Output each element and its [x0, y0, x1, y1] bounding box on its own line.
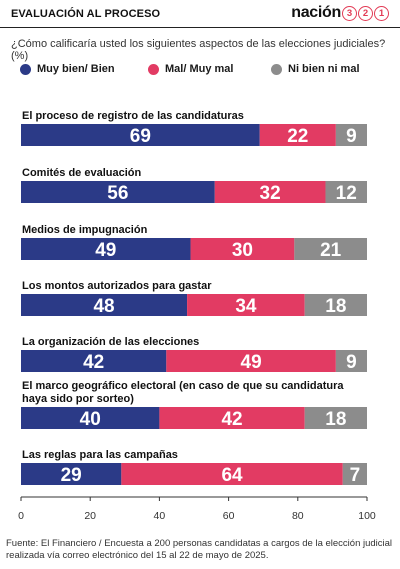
legend-item-mal: Mal/ Muy mal: [148, 63, 233, 75]
bar-muy-bien-la-organizacion-de-las-eleccio: [21, 350, 167, 372]
bar-mal-el-marco-geografico-electoral-: [159, 407, 305, 429]
category-label-3: Medios de impugnación: [22, 224, 148, 236]
bar-mal-las-reglas-para-las-campanas: [121, 463, 343, 485]
legend: Muy bien/ Bien Mal/ Muy mal Ni bien ni m…: [20, 63, 390, 79]
bar-ni-los-montos-autorizados-para-ga: [304, 294, 367, 316]
bar-muy-bien-medios-de-impugnacion: [21, 238, 191, 260]
data-label-ni-1: 9: [346, 126, 357, 147]
x-tick-label-40: 40: [154, 510, 166, 522]
bar-mal-medios-de-impugnacion: [190, 238, 295, 260]
stacked-bar-chart: El proceso de registro de las candidatur…: [18, 110, 376, 522]
bar-ni-medios-de-impugnacion: [294, 238, 367, 260]
legend-item-ni: Ni bien ni mal: [271, 63, 360, 75]
header-divider: [0, 27, 400, 28]
bar-muy-bien-los-montos-autorizados-para-ga: [21, 294, 188, 316]
legend-label-mal: Mal/ Muy mal: [165, 63, 234, 75]
x-tick-label-100: 100: [358, 510, 376, 522]
category-label-4: Los montos autorizados para gastar: [22, 280, 212, 292]
data-label-ni-6: 18: [325, 409, 346, 430]
brand-logo: nación 3 2 1: [291, 3, 389, 23]
data-label-muy-bien-2: 56: [107, 183, 128, 204]
data-label-ni-3: 21: [320, 240, 342, 261]
bar-mal-la-organizacion-de-las-eleccio: [166, 350, 336, 372]
legend-swatch-mal: [148, 63, 159, 75]
bar-ni-comites-de-evaluacion: [325, 181, 367, 203]
data-label-ni-5: 9: [346, 352, 357, 373]
brand-digit-3: 1: [374, 5, 389, 21]
data-label-muy-bien-4: 48: [93, 296, 114, 317]
data-label-muy-bien-5: 42: [83, 352, 104, 373]
bar-mal-comites-de-evaluacion: [214, 181, 326, 203]
bar-muy-bien-el-proceso-de-registro-de-las-: [21, 124, 260, 146]
bar-mal-el-proceso-de-registro-de-las-: [259, 124, 336, 146]
bar-muy-bien-el-marco-geografico-electoral-: [21, 407, 160, 429]
data-label-mal-3: 30: [232, 240, 253, 261]
data-label-ni-4: 18: [325, 296, 346, 317]
data-label-muy-bien-6: 40: [80, 409, 101, 430]
category-label-7: Las reglas para las campañas: [22, 449, 178, 461]
x-tick-label-0: 0: [18, 510, 24, 522]
category-label-6: El marco geográfico electoral (en caso d…: [22, 380, 344, 405]
legend-label-ni: Ni bien ni mal: [288, 63, 360, 75]
brand-word: nación: [291, 4, 341, 21]
bar-mal-los-montos-autorizados-para-ga: [187, 294, 305, 316]
legend-swatch-muy-bien: [20, 63, 31, 75]
x-tick-label-80: 80: [292, 510, 304, 522]
header-title: EVALUACIÓN AL PROCESO: [11, 8, 161, 20]
category-label-2: Comités de evaluación: [22, 167, 141, 179]
data-label-ni-2: 12: [336, 183, 357, 204]
legend-label-muy-bien: Muy bien/ Bien: [37, 63, 115, 75]
data-label-muy-bien-1: 69: [130, 126, 151, 147]
data-label-mal-2: 32: [260, 183, 281, 204]
data-label-mal-5: 49: [241, 352, 262, 373]
data-label-muy-bien-7: 29: [61, 465, 82, 486]
category-label-5: La organización de las elecciones: [22, 336, 199, 348]
bar-muy-bien-comites-de-evaluacion: [21, 181, 215, 203]
legend-swatch-ni: [271, 63, 282, 75]
bar-ni-las-reglas-para-las-campanas: [342, 463, 367, 485]
chart-question: ¿Cómo calificaría usted los siguientes a…: [11, 38, 386, 62]
brand-digit-2: 2: [358, 5, 373, 21]
bar-ni-el-marco-geografico-electoral-: [304, 407, 367, 429]
data-label-mal-4: 34: [235, 296, 257, 317]
data-label-mal-1: 22: [287, 126, 308, 147]
data-label-mal-7: 64: [221, 465, 243, 486]
data-label-muy-bien-3: 49: [95, 240, 116, 261]
bar-ni-el-proceso-de-registro-de-las-: [335, 124, 367, 146]
x-tick-label-60: 60: [223, 510, 235, 522]
data-label-mal-6: 42: [221, 409, 242, 430]
x-tick-label-20: 20: [84, 510, 96, 522]
source-footer: Fuente: El Financiero / Encuesta a 200 p…: [6, 538, 393, 561]
header: EVALUACIÓN AL PROCESO nación 3 2 1: [0, 0, 400, 30]
category-label-1: El proceso de registro de las candidatur…: [22, 110, 244, 122]
legend-item-muy-bien: Muy bien/ Bien: [20, 63, 115, 75]
bar-ni-la-organizacion-de-las-eleccio: [335, 350, 367, 372]
bar-muy-bien-las-reglas-para-las-campanas: [21, 463, 122, 485]
data-label-ni-7: 7: [350, 465, 361, 486]
brand-digit-1: 3: [342, 5, 357, 21]
